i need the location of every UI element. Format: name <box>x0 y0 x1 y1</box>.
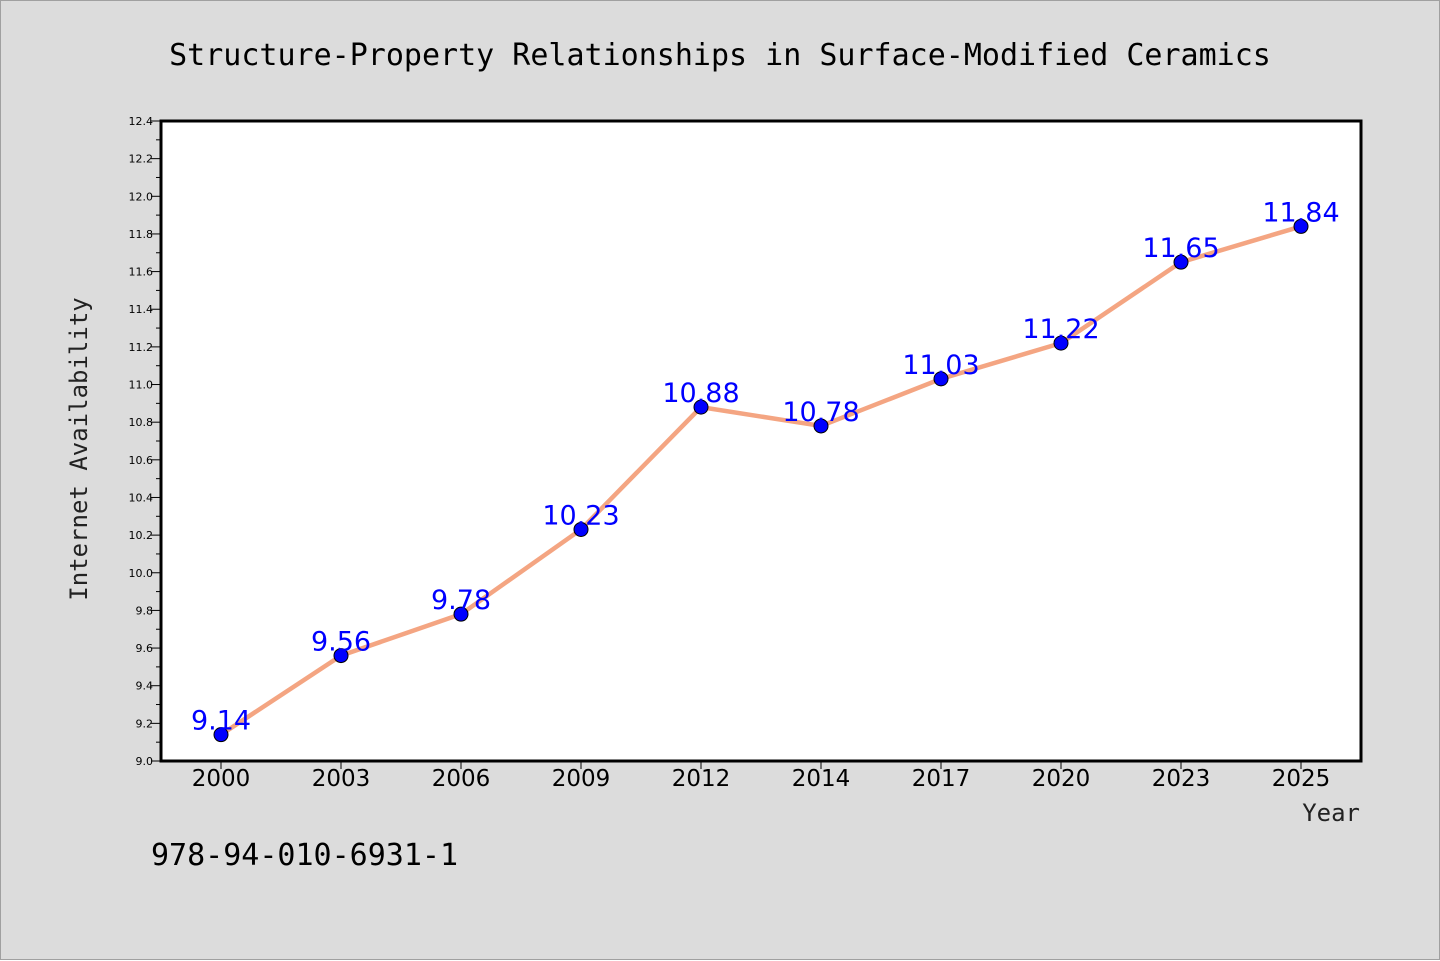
y-tick-label: 10.0 <box>129 567 154 580</box>
data-label: 9.14 <box>191 706 251 737</box>
y-tick-label: 9.2 <box>136 717 154 730</box>
y-axis-label: Internet Availability <box>65 297 93 600</box>
data-point <box>1173 254 1189 270</box>
data-label: 10.78 <box>782 397 859 428</box>
data-label: 9.56 <box>311 627 371 658</box>
y-tick-label: 12.0 <box>129 190 154 203</box>
data-label: 11.03 <box>902 350 979 381</box>
x-tick-label: 2020 <box>1032 766 1091 792</box>
x-tick-label: 2014 <box>792 766 851 792</box>
x-tick-label: 2025 <box>1272 766 1331 792</box>
data-label: 9.78 <box>431 585 491 616</box>
x-axis-label: Year <box>1302 799 1360 827</box>
x-tick-label: 2000 <box>192 766 251 792</box>
y-tick-label: 12.4 <box>129 115 154 128</box>
footer-isbn: 978-94-010-6931-1 <box>151 838 458 873</box>
data-point <box>1293 218 1309 234</box>
data-point <box>933 371 949 387</box>
y-tick-label: 11.4 <box>129 303 154 316</box>
y-tick-label: 9.6 <box>136 642 154 655</box>
data-point <box>333 648 349 664</box>
data-label: 11.84 <box>1262 197 1339 228</box>
data-point <box>213 727 229 743</box>
y-tick-label: 11.6 <box>129 266 154 279</box>
x-tick-label: 2003 <box>312 766 371 792</box>
data-label: 11.65 <box>1142 233 1219 264</box>
y-tick-label: 10.8 <box>129 416 154 429</box>
y-tick-label: 10.4 <box>129 491 154 504</box>
plot-area <box>161 121 1361 761</box>
data-point <box>813 418 829 434</box>
y-tick-label: 12.2 <box>129 153 154 166</box>
x-tick-label: 2023 <box>1152 766 1211 792</box>
chart-title: Structure-Property Relationships in Surf… <box>169 38 1271 73</box>
data-label: 10.88 <box>662 378 739 409</box>
y-tick-label: 9.8 <box>136 604 154 617</box>
data-point <box>453 606 469 622</box>
y-tick-label: 9.0 <box>136 755 154 768</box>
y-tick-label: 9.4 <box>136 680 154 693</box>
data-point <box>693 399 709 415</box>
y-tick-label: 11.8 <box>129 228 154 241</box>
x-tick-label: 2012 <box>672 766 731 792</box>
y-tick-label: 10.2 <box>129 529 154 542</box>
data-label: 10.23 <box>542 500 619 531</box>
plot-border <box>159 119 1363 763</box>
x-tick-label: 2009 <box>552 766 611 792</box>
series-line <box>218 224 1304 737</box>
data-label: 11.22 <box>1022 314 1099 345</box>
x-tick-label: 2006 <box>432 766 491 792</box>
plot-layer: 9.0 9.2 9.4 9.6 9.8 10.0 10.2 10.4 10.6 10.8 11.0 1… <box>129 115 1363 792</box>
y-tick-label: 11.2 <box>129 341 154 354</box>
x-tick-label: 2017 <box>912 766 971 792</box>
y-tick-label: 10.6 <box>129 454 154 467</box>
y-tick-label: 11.0 <box>129 379 154 392</box>
data-point <box>573 521 589 537</box>
data-point <box>1053 335 1069 351</box>
